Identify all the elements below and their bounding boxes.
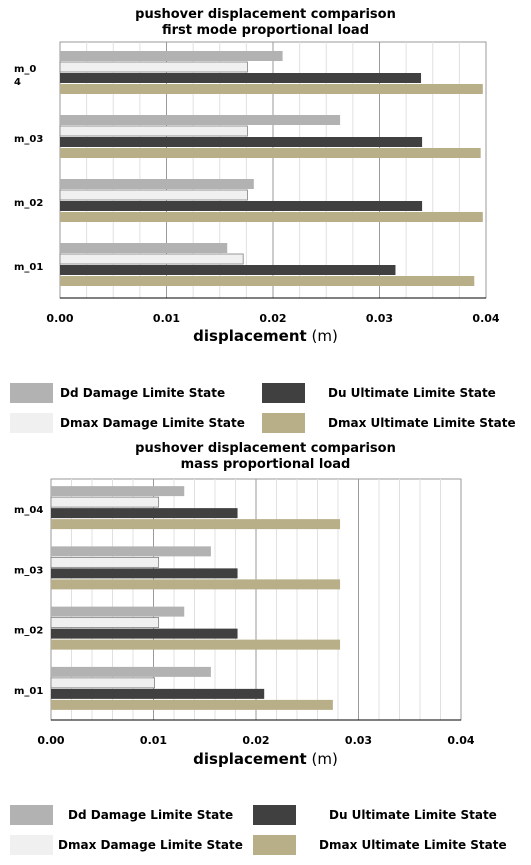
x-tick-label: 0.00: [46, 312, 73, 325]
legend: Dd Damage Limite State Du Ultimate Limit…: [0, 805, 531, 865]
chart-title-line1: pushover displacement comparison: [135, 441, 396, 456]
legend: Dd Damage Limite State Du Ultimate Limit…: [0, 383, 531, 443]
legend-label: Du Ultimate Limite State: [328, 386, 496, 400]
bar-dmax-ultimate: [51, 639, 341, 650]
bar-du-ultimate: [60, 265, 396, 275]
bar-du-ultimate: [60, 73, 422, 83]
legend-label: Dmax Damage Limite State: [60, 416, 245, 430]
bar-dmax-damage: [59, 253, 244, 265]
bar-dd-damage: [51, 606, 185, 617]
bar-dmax-ultimate: [60, 84, 483, 94]
bar-dmax-damage: [50, 556, 160, 568]
bar-dmax-ultimate: [51, 519, 341, 530]
x-tick-label: 0.04: [472, 312, 499, 325]
chart-title-line2: first mode proportional load: [161, 23, 370, 38]
bar-dd-damage: [60, 243, 228, 253]
legend-label: Dmax Ultimate Limite State: [319, 838, 507, 852]
bar-dd-damage: [51, 486, 185, 497]
legend-swatch: [262, 413, 305, 433]
bar-du-ultimate: [51, 628, 238, 639]
legend-label: Dmax Damage Limite State: [58, 838, 243, 852]
bar-du-ultimate: [51, 688, 265, 699]
category-label: m_03: [14, 565, 43, 576]
bar-dd-damage: [60, 179, 254, 189]
category-label: m_04: [14, 505, 43, 516]
legend-swatch: [10, 383, 53, 403]
x-axis-title: displacement (m): [0, 327, 531, 345]
chart-mass-proportional: pushover displacement comparison mass pr…: [0, 440, 531, 770]
legend-label: Du Ultimate Limite State: [329, 808, 497, 822]
bar-dd-damage: [51, 666, 211, 677]
bar-dmax-ultimate: [60, 148, 481, 158]
legend-swatch: [10, 835, 53, 855]
x-axis-title-unit: (m): [311, 750, 338, 768]
chart-title-line1: pushover displacement comparison: [135, 7, 396, 22]
x-axis-title: displacement (m): [0, 750, 531, 768]
category-label: m_02: [14, 198, 43, 209]
legend-swatch: [10, 413, 53, 433]
bar-du-ultimate: [60, 137, 423, 147]
x-tick-label: 0.01: [140, 734, 167, 747]
x-tick-label: 0.00: [37, 734, 64, 747]
legend-label: Dmax Ultimate Limite State: [328, 416, 516, 430]
chart-first-mode: pushover displacement comparison first m…: [0, 0, 531, 345]
category-label: m_03: [14, 134, 43, 145]
chart-plot: m_01 m_02 m_03 m_04 0.00 0.01 0.02 0.03 0.04: [14, 478, 475, 747]
chart-title-line2: mass proportional load: [180, 457, 351, 472]
bar-dmax-ultimate: [51, 579, 341, 590]
bar-dmax-damage: [59, 189, 248, 201]
legend-swatch: [253, 835, 296, 855]
bar-dd-damage: [60, 115, 341, 125]
legend-swatch: [262, 383, 305, 403]
legend-swatch: [253, 805, 296, 825]
bar-du-ultimate: [51, 508, 238, 519]
x-tick-label: 0.02: [259, 312, 286, 325]
bar-dmax-damage: [59, 61, 248, 73]
bar-dmax-damage: [50, 496, 160, 508]
x-axis-title-main: displacement: [193, 750, 307, 768]
legend-label: Dd Damage Limite State: [60, 386, 226, 400]
x-tick-label: 0.03: [366, 312, 393, 325]
x-tick-label: 0.01: [153, 312, 180, 325]
chart-title: pushover displacement comparison mass pr…: [0, 441, 531, 473]
x-axis-title-unit: (m): [311, 327, 338, 345]
bar-dd-damage: [60, 51, 283, 61]
legend-swatch: [10, 805, 53, 825]
category-label: m_02: [14, 626, 43, 637]
bar-dd-damage: [51, 546, 211, 557]
bar-dmax-ultimate: [60, 212, 483, 222]
bar-dmax-damage: [59, 125, 248, 137]
bar-dmax-damage: [50, 677, 155, 689]
category-label: m_01: [14, 262, 43, 273]
bar-dmax-ultimate: [60, 276, 475, 286]
x-tick-label: 0.04: [447, 734, 474, 747]
legend-label: Dd Damage Limite State: [68, 808, 234, 822]
category-label: m_01: [14, 686, 43, 697]
bar-du-ultimate: [60, 201, 423, 211]
x-tick-label: 0.03: [345, 734, 372, 747]
bar-dmax-ultimate: [51, 699, 333, 710]
chart-title: pushover displacement comparison first m…: [0, 7, 531, 39]
bar-du-ultimate: [51, 568, 238, 579]
x-tick-label: 0.02: [242, 734, 269, 747]
x-axis-title-main: displacement: [193, 327, 307, 345]
bar-dmax-damage: [50, 617, 160, 629]
